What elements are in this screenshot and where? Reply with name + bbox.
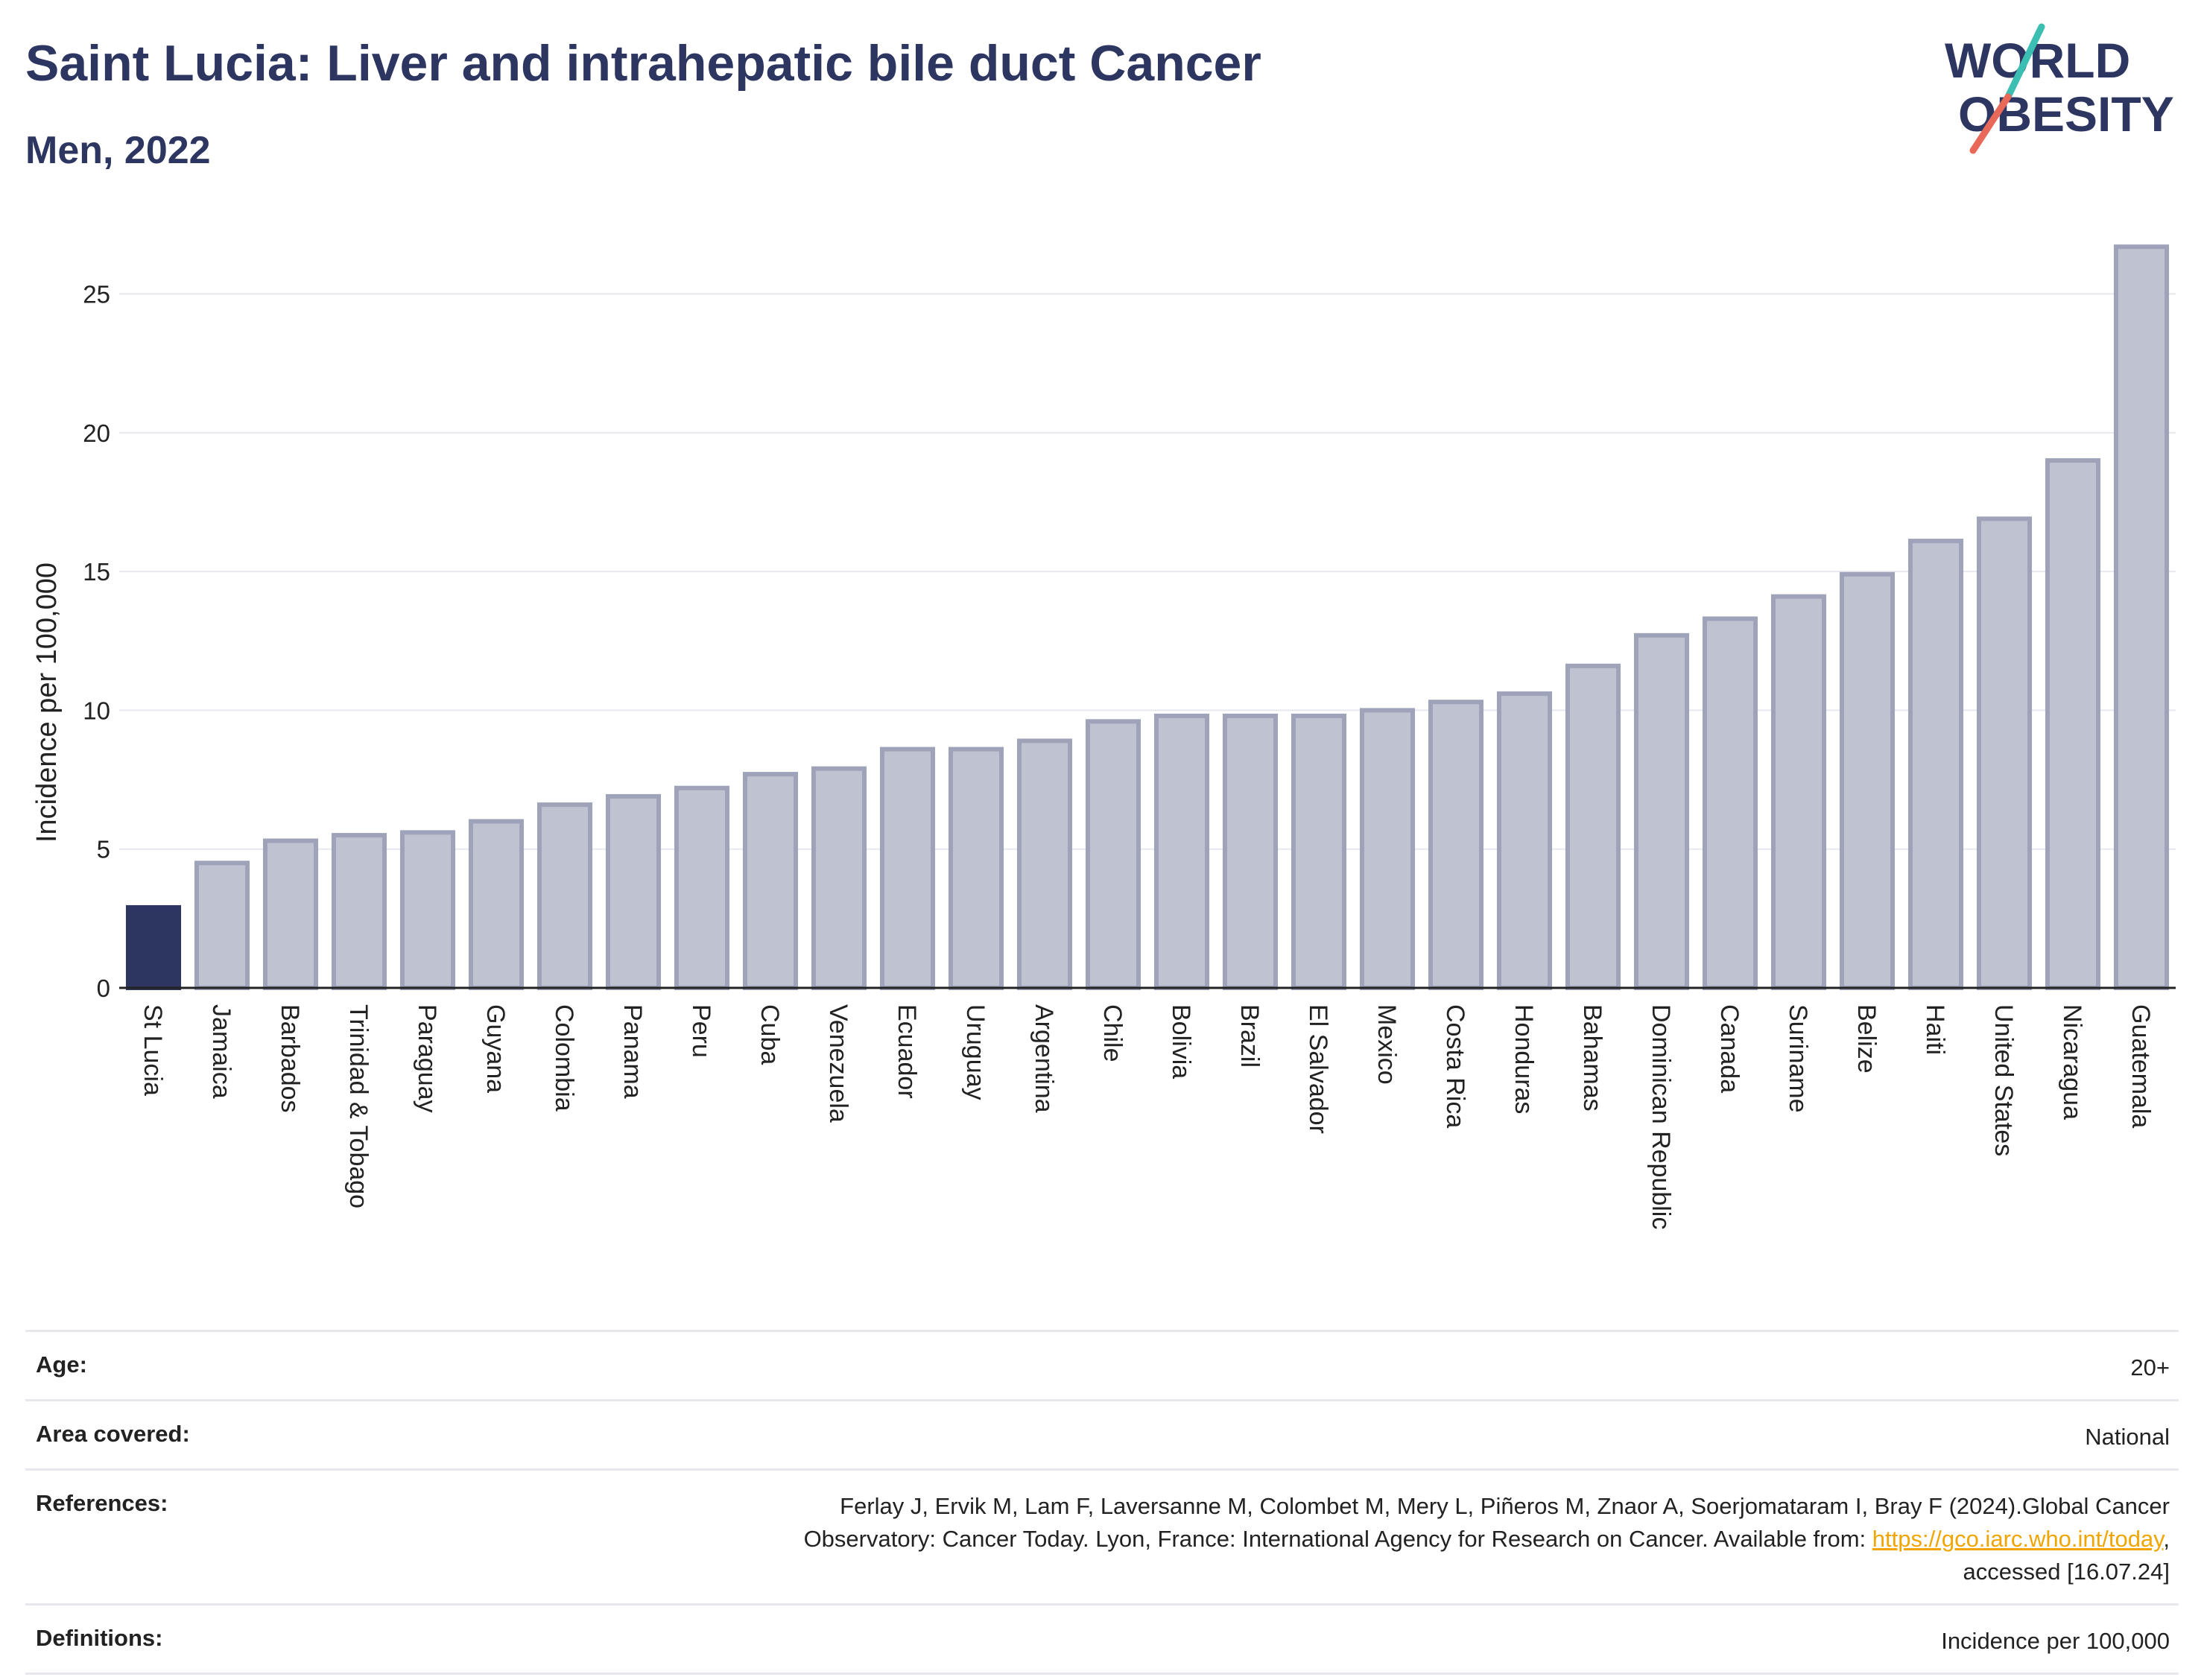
bar-honduras	[1496, 691, 1553, 991]
x-tick-label: Cuba	[756, 1004, 784, 1065]
references-line-2-suffix: ,	[2163, 1526, 2170, 1552]
bar-colombia	[536, 802, 593, 990]
references-line-2: Observatory: Cancer Today. Lyon, France:…	[804, 1523, 2170, 1556]
x-tick-label: Belize	[1852, 1004, 1881, 1074]
bar-bahamas	[1565, 663, 1621, 990]
bar-belize	[1839, 571, 1896, 990]
y-axis-ticks: 0 5 10 15 20 25	[83, 281, 110, 1002]
x-tick-label: Colombia	[550, 1004, 578, 1112]
x-tick-label: Costa Rica	[1441, 1004, 1469, 1128]
bar-jamaica	[194, 860, 250, 990]
bar-argentina	[1016, 738, 1073, 990]
bar-cuba	[742, 772, 799, 990]
y-tick-label: 0	[97, 974, 110, 1002]
chart-title: Saint Lucia: Liver and intrahepatic bile…	[25, 35, 1261, 92]
y-tick-label: 10	[83, 697, 110, 724]
info-row-age: Age: 20+	[25, 1330, 2179, 1399]
y-tick-label: 20	[83, 419, 110, 447]
logo-slash-coral	[1969, 93, 2012, 154]
definitions-label: Definitions:	[36, 1625, 163, 1651]
world-obesity-logo: WORLD OBESITY	[1945, 23, 2174, 154]
x-tick-label: Barbados	[276, 1004, 304, 1113]
references-line-3: accessed [16.07.24]	[1963, 1559, 2170, 1585]
references-label: References:	[36, 1490, 168, 1516]
bar-suriname	[1770, 594, 1827, 990]
x-tick-label: Honduras	[1510, 1004, 1538, 1114]
y-tick-label: 5	[97, 836, 110, 863]
x-tick-label: Haiti	[1921, 1004, 1949, 1055]
bar-guyana	[468, 819, 525, 991]
x-tick-label: Nicaragua	[2058, 1004, 2086, 1120]
bar-paraguay	[399, 830, 456, 990]
x-tick-label: Panama	[618, 1004, 647, 1099]
bar-united-states	[1976, 516, 2033, 990]
area-value: National	[2085, 1424, 2170, 1450]
bar-ecuador	[879, 747, 936, 990]
bar-costa-rica	[1428, 700, 1484, 990]
x-axis-labels: St Lucia Jamaica Barbados Trinidad & Tobago…	[139, 1004, 2155, 1229]
bar-dominican-republic	[1633, 633, 1690, 991]
x-tick-label: Canada	[1715, 1004, 1744, 1093]
x-tick-label: Jamaica	[207, 1004, 235, 1099]
x-tick-label: Peru	[687, 1004, 715, 1058]
bars	[125, 244, 2170, 991]
references-value: Ferlay J, Ervik M, Lam F, Laversanne M, …	[804, 1490, 2170, 1588]
x-tick-label: Brazil	[1235, 1004, 1264, 1068]
x-tick-label: Suriname	[1784, 1004, 1812, 1113]
x-tick-label: Argentina	[1030, 1004, 1058, 1113]
bar-mexico	[1359, 708, 1416, 990]
definitions-value: Incidence per 100,000	[1941, 1628, 2170, 1654]
x-tick-label: United States	[1989, 1004, 2018, 1156]
x-tick-label: St Lucia	[139, 1004, 167, 1096]
x-tick-label: Dominican Republic	[1647, 1004, 1675, 1229]
bar-panama	[605, 793, 662, 991]
x-tick-label: Mexico	[1372, 1004, 1401, 1085]
bar-guatemala	[2113, 244, 2170, 990]
info-row-area: Area covered: National	[25, 1399, 2179, 1468]
x-tick-label: Trinidad & Tobago	[344, 1004, 373, 1208]
x-tick-label: Guatemala	[2127, 1004, 2155, 1128]
references-line-1: Ferlay J, Ervik M, Lam F, Laversanne M, …	[840, 1493, 2170, 1519]
x-tick-label: Bolivia	[1167, 1004, 1195, 1079]
info-table: Age: 20+ Area covered: National Referenc…	[25, 1330, 2179, 1675]
y-axis-title: Incidence per 100,000	[31, 562, 63, 843]
bar-bolivia	[1153, 713, 1210, 990]
logo-slash-teal	[2004, 23, 2045, 101]
references-link[interactable]: https://gco.iarc.who.int/today	[1872, 1526, 2164, 1552]
gridlines	[119, 293, 2176, 850]
x-tick-label: El Salvador	[1304, 1004, 1332, 1134]
x-tick-label: Chile	[1098, 1004, 1127, 1062]
references-line-2-text: Observatory: Cancer Today. Lyon, France:…	[803, 1526, 1872, 1552]
info-row-definitions: Definitions: Incidence per 100,000	[25, 1603, 2179, 1675]
bar-chile	[1085, 719, 1141, 990]
x-tick-label: Paraguay	[413, 1004, 441, 1113]
age-value: 20+	[2130, 1354, 2170, 1381]
bar-el-salvador	[1291, 713, 1347, 990]
logo-text-obesity: OBESITY	[1958, 86, 2174, 142]
y-tick-label: 15	[83, 558, 110, 586]
bar-haiti	[1907, 539, 1964, 990]
bar-venezuela	[811, 766, 867, 990]
x-tick-label: Venezuela	[824, 1004, 852, 1123]
bar-trinidad-tobago	[331, 833, 387, 991]
x-tick-label: Ecuador	[893, 1004, 921, 1099]
y-tick-label: 25	[83, 281, 110, 308]
age-label: Age:	[36, 1351, 87, 1378]
bar-brazil	[1222, 713, 1279, 990]
info-row-references: References: Ferlay J, Ervik M, Lam F, La…	[25, 1468, 2179, 1603]
bar-barbados	[262, 838, 319, 991]
bar-st-lucia	[125, 904, 182, 990]
chart-subtitle: Men, 2022	[25, 129, 211, 172]
area-label: Area covered:	[36, 1421, 190, 1447]
bar-uruguay	[948, 747, 1004, 990]
bar-chart: 0 5 10 15 20 25 St Lucia Jamaica Barbados Trinid…	[31, 244, 2176, 1229]
bar-canada	[1702, 616, 1758, 990]
x-tick-label: Uruguay	[961, 1004, 989, 1100]
x-tick-label: Bahamas	[1578, 1004, 1606, 1112]
x-tick-label: Guyana	[481, 1004, 510, 1093]
bar-peru	[674, 785, 730, 990]
bar-nicaragua	[2045, 458, 2101, 990]
